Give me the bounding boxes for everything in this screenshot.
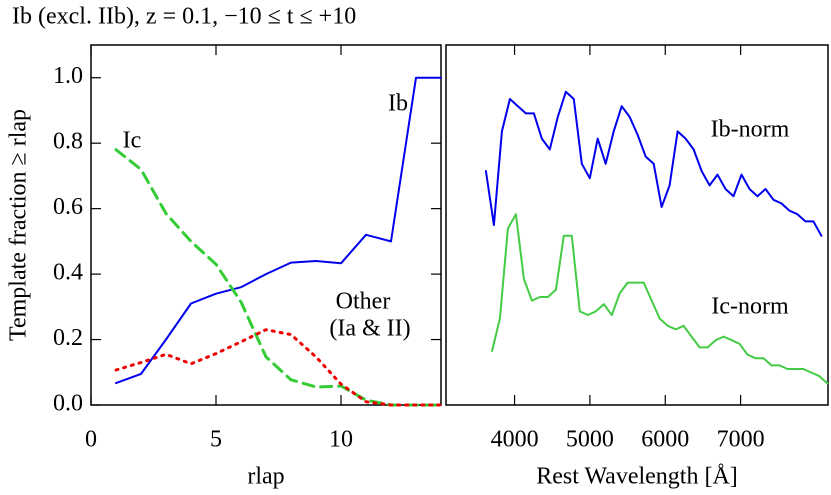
annotation: Other — [336, 289, 391, 315]
series-line — [491, 213, 829, 385]
y-tick-label: 0.2 — [53, 325, 83, 351]
plot-frame — [90, 44, 442, 406]
y-tick-label: 0.6 — [53, 194, 83, 220]
x-tick-label: 5 — [210, 427, 222, 453]
series-label: Ib-norm — [711, 117, 790, 143]
y-tick-label: 0.4 — [53, 260, 83, 286]
y-tick-label: 0.8 — [53, 129, 83, 155]
x-tick-label: 7000 — [717, 427, 765, 453]
series-label: Ic — [123, 128, 142, 154]
x-tick-label: 10 — [329, 427, 353, 453]
x-tick-label: 0 — [85, 427, 97, 453]
x-tick-label: 6000 — [641, 427, 689, 453]
x-axis-label: rlap — [247, 464, 284, 490]
annotation: (Ia & II) — [329, 316, 410, 342]
y-axis-label: Template fraction ≥ rlap — [6, 109, 32, 341]
series-line — [484, 90, 823, 237]
chart-title: Ib (excl. IIb), z = 0.1, −10 ≤ t ≤ +10 — [12, 4, 356, 30]
x-tick-label: 4000 — [491, 427, 539, 453]
x-tick-label: 5000 — [566, 427, 614, 453]
series-line — [115, 76, 442, 385]
plot-frame — [445, 44, 829, 406]
series-label: Ib — [388, 91, 408, 117]
series-line — [114, 148, 443, 407]
y-tick-label: 1.0 — [53, 63, 83, 89]
series-line — [114, 328, 443, 407]
series-label: Ic-norm — [711, 294, 789, 320]
y-tick-label: 0.0 — [53, 391, 83, 417]
x-axis-label: Rest Wavelength [Å] — [536, 464, 738, 490]
